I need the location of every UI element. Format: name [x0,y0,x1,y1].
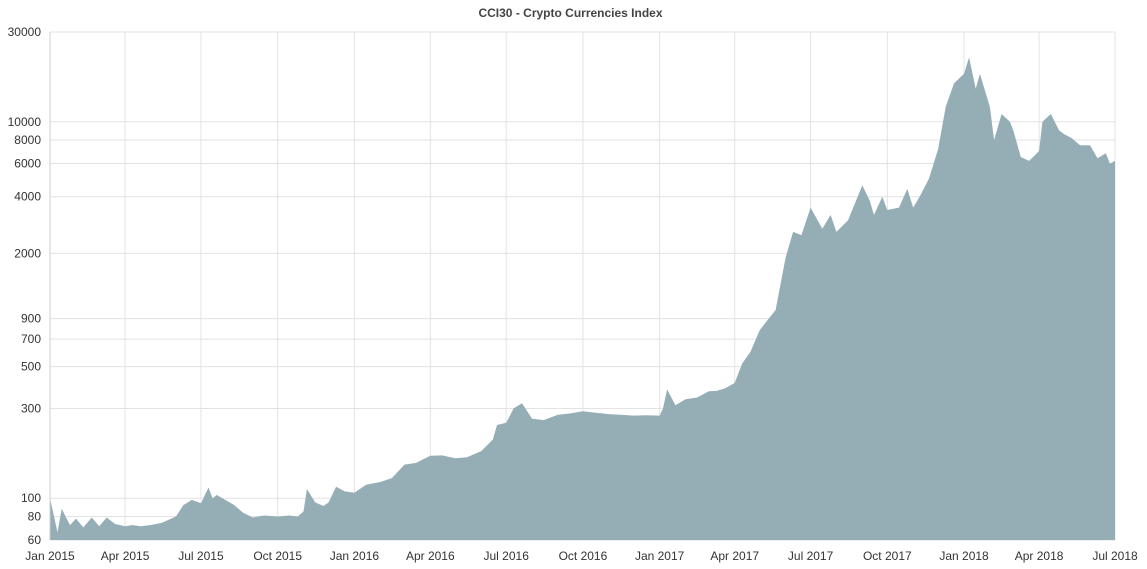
series-area-0 [50,57,1115,541]
x-tick-label: Oct 2017 [863,549,912,563]
x-tick-label: Apr 2015 [101,549,150,563]
y-tick-label: 10000 [8,115,42,129]
y-tick-label: 700 [21,332,41,346]
y-tick-label: 80 [28,509,42,523]
x-tick-label: Jul 2015 [178,549,224,563]
x-tick-label: Jul 2016 [484,549,530,563]
y-tick-label: 4000 [14,190,41,204]
y-tick-label: 900 [21,312,41,326]
x-tick-label: Jan 2015 [25,549,75,563]
y-tick-label: 8000 [14,133,41,147]
x-tick-label: Jan 2016 [330,549,380,563]
x-tick-label: Apr 2017 [710,549,759,563]
y-tick-label: 2000 [14,246,41,260]
y-tick-label: 30000 [8,25,42,39]
x-tick-label: Oct 2015 [253,549,302,563]
y-tick-label: 60 [28,533,42,547]
x-tick-label: Apr 2018 [1015,549,1064,563]
x-tick-label: Oct 2016 [559,549,608,563]
x-tick-label: Jan 2018 [939,549,989,563]
y-tick-label: 100 [21,491,41,505]
x-tick-label: Jan 2017 [635,549,685,563]
x-tick-label: Jul 2017 [788,549,834,563]
x-tick-label: Apr 2016 [406,549,455,563]
x-tick-label: Jul 2018 [1092,549,1138,563]
axis-layer: 30000 10000 8000 6000 4000 2000 900 700 500 300 10… [8,25,1138,563]
chart-title: CCI30 - Crypto Currencies Index [478,6,663,20]
area-layer [50,57,1115,541]
y-tick-label: 500 [21,360,41,374]
y-tick-label: 300 [21,401,41,415]
y-tick-label: 6000 [14,157,41,171]
